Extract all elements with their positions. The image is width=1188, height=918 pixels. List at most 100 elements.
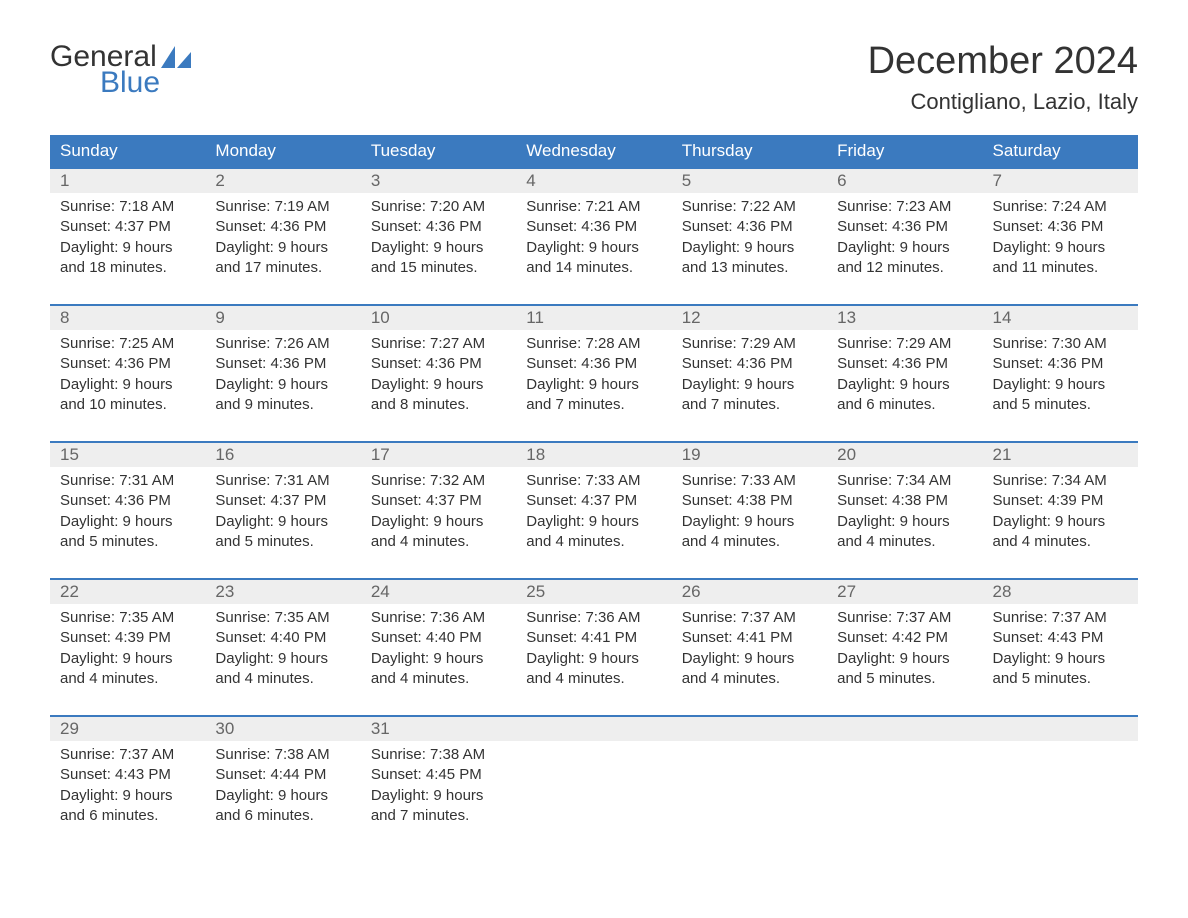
- day-daylight2: and 4 minutes.: [215, 669, 350, 689]
- calendar-day: 7Sunrise: 7:24 AMSunset: 4:36 PMDaylight…: [983, 169, 1138, 286]
- month-title: December 2024: [868, 40, 1138, 83]
- day-daylight1: Daylight: 9 hours: [526, 375, 661, 395]
- day-number-row: .: [983, 717, 1138, 741]
- day-daylight2: and 4 minutes.: [371, 532, 506, 552]
- day-details: Sunrise: 7:29 AMSunset: 4:36 PMDaylight:…: [672, 330, 827, 423]
- day-daylight1: Daylight: 9 hours: [371, 649, 506, 669]
- day-details: Sunrise: 7:35 AMSunset: 4:39 PMDaylight:…: [50, 604, 205, 697]
- day-header-saturday: Saturday: [983, 135, 1138, 167]
- day-details: Sunrise: 7:37 AMSunset: 4:43 PMDaylight:…: [983, 604, 1138, 697]
- day-number-row: 13: [827, 306, 982, 330]
- day-number: 3: [371, 171, 380, 190]
- day-details: Sunrise: 7:25 AMSunset: 4:36 PMDaylight:…: [50, 330, 205, 423]
- day-number: 18: [526, 445, 545, 464]
- day-details: Sunrise: 7:37 AMSunset: 4:43 PMDaylight:…: [50, 741, 205, 834]
- day-sunrise: Sunrise: 7:22 AM: [682, 197, 817, 217]
- day-daylight2: and 4 minutes.: [371, 669, 506, 689]
- header: General Blue December 2024 Contigliano, …: [50, 40, 1138, 115]
- logo-word2: Blue: [100, 66, 195, 100]
- day-sunset: Sunset: 4:36 PM: [837, 354, 972, 374]
- day-sunrise: Sunrise: 7:37 AM: [60, 745, 195, 765]
- day-sunset: Sunset: 4:41 PM: [682, 628, 817, 648]
- calendar-day: 30Sunrise: 7:38 AMSunset: 4:44 PMDayligh…: [205, 717, 360, 834]
- day-sunrise: Sunrise: 7:33 AM: [682, 471, 817, 491]
- day-details: Sunrise: 7:21 AMSunset: 4:36 PMDaylight:…: [516, 193, 671, 286]
- calendar-day: 16Sunrise: 7:31 AMSunset: 4:37 PMDayligh…: [205, 443, 360, 560]
- day-daylight1: Daylight: 9 hours: [60, 512, 195, 532]
- day-sunrise: Sunrise: 7:20 AM: [371, 197, 506, 217]
- calendar-day: 12Sunrise: 7:29 AMSunset: 4:36 PMDayligh…: [672, 306, 827, 423]
- day-number-row: 25: [516, 580, 671, 604]
- day-daylight1: Daylight: 9 hours: [682, 512, 817, 532]
- day-sunset: Sunset: 4:36 PM: [60, 491, 195, 511]
- day-sunset: Sunset: 4:43 PM: [60, 765, 195, 785]
- day-daylight1: Daylight: 9 hours: [371, 786, 506, 806]
- day-daylight1: Daylight: 9 hours: [371, 512, 506, 532]
- day-details: Sunrise: 7:19 AMSunset: 4:36 PMDaylight:…: [205, 193, 360, 286]
- day-number-row: 29: [50, 717, 205, 741]
- day-sunset: Sunset: 4:45 PM: [371, 765, 506, 785]
- calendar-day: 14Sunrise: 7:30 AMSunset: 4:36 PMDayligh…: [983, 306, 1138, 423]
- day-number-row: 5: [672, 169, 827, 193]
- day-number: 11: [526, 308, 544, 327]
- day-daylight2: and 12 minutes.: [837, 258, 972, 278]
- day-number: 1: [60, 171, 69, 190]
- calendar-day: 6Sunrise: 7:23 AMSunset: 4:36 PMDaylight…: [827, 169, 982, 286]
- day-number: 13: [837, 308, 856, 327]
- day-daylight2: and 17 minutes.: [215, 258, 350, 278]
- day-sunset: Sunset: 4:36 PM: [371, 217, 506, 237]
- day-daylight2: and 4 minutes.: [993, 532, 1128, 552]
- day-number: 23: [215, 582, 234, 601]
- day-details: Sunrise: 7:31 AMSunset: 4:37 PMDaylight:…: [205, 467, 360, 560]
- day-details: Sunrise: 7:35 AMSunset: 4:40 PMDaylight:…: [205, 604, 360, 697]
- day-daylight1: Daylight: 9 hours: [526, 238, 661, 258]
- day-daylight1: Daylight: 9 hours: [215, 649, 350, 669]
- day-daylight2: and 5 minutes.: [837, 669, 972, 689]
- location: Contigliano, Lazio, Italy: [868, 89, 1138, 115]
- day-number: 14: [993, 308, 1012, 327]
- day-number-row: 20: [827, 443, 982, 467]
- day-sunrise: Sunrise: 7:26 AM: [215, 334, 350, 354]
- calendar-day: 9Sunrise: 7:26 AMSunset: 4:36 PMDaylight…: [205, 306, 360, 423]
- day-daylight2: and 7 minutes.: [371, 806, 506, 826]
- calendar-day: 29Sunrise: 7:37 AMSunset: 4:43 PMDayligh…: [50, 717, 205, 834]
- day-number: 24: [371, 582, 390, 601]
- day-details: Sunrise: 7:20 AMSunset: 4:36 PMDaylight:…: [361, 193, 516, 286]
- day-sunset: Sunset: 4:37 PM: [215, 491, 350, 511]
- day-sunrise: Sunrise: 7:19 AM: [215, 197, 350, 217]
- day-sunset: Sunset: 4:36 PM: [60, 354, 195, 374]
- day-number-row: 10: [361, 306, 516, 330]
- day-details: [827, 741, 982, 753]
- calendar-day: 21Sunrise: 7:34 AMSunset: 4:39 PMDayligh…: [983, 443, 1138, 560]
- day-number: 7: [993, 171, 1002, 190]
- day-number-row: 19: [672, 443, 827, 467]
- day-sunset: Sunset: 4:36 PM: [215, 354, 350, 374]
- day-number-row: 22: [50, 580, 205, 604]
- calendar-day: 15Sunrise: 7:31 AMSunset: 4:36 PMDayligh…: [50, 443, 205, 560]
- day-sunrise: Sunrise: 7:24 AM: [993, 197, 1128, 217]
- day-header-sunday: Sunday: [50, 135, 205, 167]
- day-details: Sunrise: 7:28 AMSunset: 4:36 PMDaylight:…: [516, 330, 671, 423]
- day-number-row: .: [827, 717, 982, 741]
- day-number: 2: [215, 171, 224, 190]
- day-daylight1: Daylight: 9 hours: [993, 375, 1128, 395]
- day-daylight2: and 13 minutes.: [682, 258, 817, 278]
- day-sunrise: Sunrise: 7:29 AM: [682, 334, 817, 354]
- calendar-day: .: [827, 717, 982, 834]
- day-daylight1: Daylight: 9 hours: [837, 238, 972, 258]
- day-number-row: 28: [983, 580, 1138, 604]
- day-details: Sunrise: 7:32 AMSunset: 4:37 PMDaylight:…: [361, 467, 516, 560]
- day-daylight1: Daylight: 9 hours: [371, 375, 506, 395]
- day-daylight1: Daylight: 9 hours: [526, 649, 661, 669]
- day-daylight1: Daylight: 9 hours: [371, 238, 506, 258]
- day-daylight2: and 4 minutes.: [526, 669, 661, 689]
- day-number-row: 30: [205, 717, 360, 741]
- day-details: [983, 741, 1138, 753]
- day-daylight2: and 11 minutes.: [993, 258, 1128, 278]
- day-number-row: 27: [827, 580, 982, 604]
- day-sunset: Sunset: 4:39 PM: [60, 628, 195, 648]
- day-daylight1: Daylight: 9 hours: [682, 649, 817, 669]
- day-sunrise: Sunrise: 7:31 AM: [215, 471, 350, 491]
- day-daylight2: and 7 minutes.: [526, 395, 661, 415]
- day-daylight2: and 4 minutes.: [682, 669, 817, 689]
